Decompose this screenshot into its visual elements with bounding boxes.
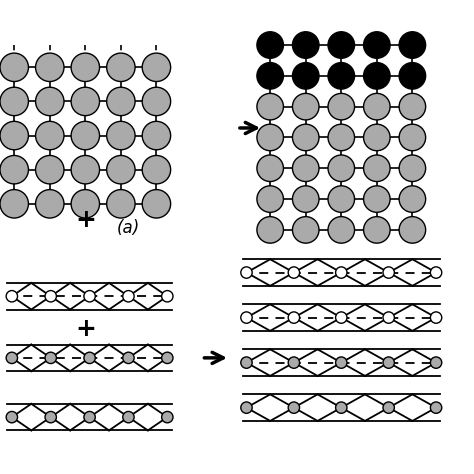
Circle shape <box>383 402 394 413</box>
Circle shape <box>336 267 347 278</box>
Circle shape <box>257 63 283 89</box>
Circle shape <box>364 217 390 243</box>
Circle shape <box>292 217 319 243</box>
Circle shape <box>364 63 390 89</box>
Circle shape <box>123 352 134 364</box>
Circle shape <box>0 53 28 82</box>
Circle shape <box>292 63 319 89</box>
Circle shape <box>336 357 347 368</box>
Circle shape <box>84 411 95 423</box>
Circle shape <box>45 291 56 302</box>
Circle shape <box>142 121 171 150</box>
Circle shape <box>383 267 394 278</box>
Circle shape <box>142 53 171 82</box>
Circle shape <box>383 357 394 368</box>
Circle shape <box>142 155 171 184</box>
Circle shape <box>288 312 300 323</box>
Circle shape <box>241 267 252 278</box>
Circle shape <box>399 217 426 243</box>
Circle shape <box>257 186 283 212</box>
Circle shape <box>107 121 135 150</box>
Circle shape <box>0 190 28 218</box>
Circle shape <box>257 217 283 243</box>
Circle shape <box>364 186 390 212</box>
Circle shape <box>328 63 355 89</box>
Circle shape <box>288 267 300 278</box>
Circle shape <box>399 186 426 212</box>
Circle shape <box>0 121 28 150</box>
Circle shape <box>292 93 319 120</box>
Text: +: + <box>75 318 96 341</box>
Circle shape <box>292 155 319 182</box>
Circle shape <box>257 124 283 151</box>
Circle shape <box>71 190 100 218</box>
Circle shape <box>6 352 18 364</box>
Circle shape <box>399 124 426 151</box>
Circle shape <box>364 124 390 151</box>
Circle shape <box>383 312 394 323</box>
Circle shape <box>241 357 252 368</box>
Circle shape <box>123 291 134 302</box>
Circle shape <box>123 411 134 423</box>
Circle shape <box>288 357 300 368</box>
Circle shape <box>45 411 56 423</box>
Circle shape <box>0 87 28 116</box>
Circle shape <box>430 267 442 278</box>
Circle shape <box>399 155 426 182</box>
Circle shape <box>430 312 442 323</box>
Circle shape <box>241 312 252 323</box>
Circle shape <box>6 291 18 302</box>
Circle shape <box>71 53 100 82</box>
Circle shape <box>107 87 135 116</box>
Circle shape <box>162 411 173 423</box>
Circle shape <box>36 121 64 150</box>
Circle shape <box>430 357 442 368</box>
Circle shape <box>336 312 347 323</box>
Circle shape <box>328 93 355 120</box>
Circle shape <box>142 87 171 116</box>
Circle shape <box>162 291 173 302</box>
Circle shape <box>328 155 355 182</box>
Circle shape <box>36 155 64 184</box>
Circle shape <box>364 155 390 182</box>
Circle shape <box>71 87 100 116</box>
Circle shape <box>241 402 252 413</box>
Circle shape <box>292 186 319 212</box>
Circle shape <box>328 217 355 243</box>
Circle shape <box>399 32 426 58</box>
Circle shape <box>107 155 135 184</box>
Circle shape <box>328 32 355 58</box>
Circle shape <box>0 155 28 184</box>
Text: (a): (a) <box>116 219 140 237</box>
Circle shape <box>45 352 56 364</box>
Circle shape <box>288 402 300 413</box>
Circle shape <box>107 190 135 218</box>
Circle shape <box>257 155 283 182</box>
Circle shape <box>257 32 283 58</box>
Circle shape <box>364 32 390 58</box>
Circle shape <box>71 155 100 184</box>
Circle shape <box>292 124 319 151</box>
Circle shape <box>399 63 426 89</box>
Circle shape <box>36 87 64 116</box>
Circle shape <box>430 402 442 413</box>
Circle shape <box>6 411 18 423</box>
Circle shape <box>142 190 171 218</box>
Circle shape <box>292 32 319 58</box>
Circle shape <box>328 186 355 212</box>
Circle shape <box>36 190 64 218</box>
Circle shape <box>364 93 390 120</box>
Text: +: + <box>75 209 96 232</box>
Circle shape <box>84 352 95 364</box>
Circle shape <box>84 291 95 302</box>
Circle shape <box>328 124 355 151</box>
Circle shape <box>336 402 347 413</box>
Circle shape <box>71 121 100 150</box>
Circle shape <box>36 53 64 82</box>
Circle shape <box>257 93 283 120</box>
Circle shape <box>107 53 135 82</box>
Circle shape <box>162 352 173 364</box>
Circle shape <box>399 93 426 120</box>
